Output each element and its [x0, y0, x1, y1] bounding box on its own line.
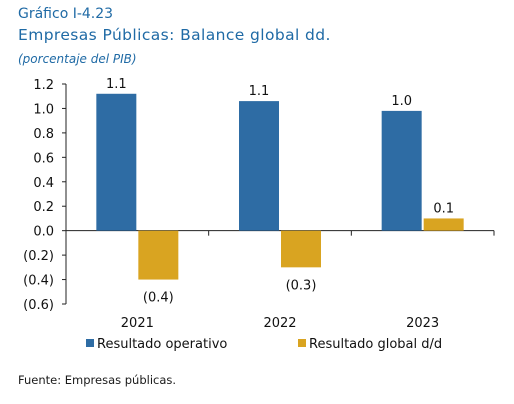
figure-label: Gráfico I-4.23	[18, 6, 114, 22]
chart-title: Empresas Públicas: Balance global dd.	[18, 26, 331, 44]
data-label: 0.1	[433, 201, 454, 216]
bar	[239, 101, 279, 231]
data-label: 1.1	[106, 77, 127, 92]
x-tick-label: 2022	[263, 316, 296, 331]
legend-label: Resultado global d/d	[309, 337, 442, 352]
bar	[281, 230, 321, 268]
y-tick-label: 0.4	[33, 176, 54, 191]
y-tick-label: (0.2)	[23, 249, 54, 264]
legend-swatch	[298, 339, 306, 347]
y-tick-label: 0.8	[33, 127, 54, 142]
y-tick-label: (0.4)	[23, 274, 54, 289]
y-tick-label: 1.0	[33, 102, 54, 117]
bar	[96, 93, 137, 231]
y-tick-label: 1.2	[33, 78, 54, 93]
legend-label: Resultado operativo	[97, 337, 227, 352]
data-label: (0.3)	[286, 278, 317, 293]
data-label: 1.1	[249, 84, 270, 99]
x-tick-label: 2023	[406, 316, 439, 331]
bar	[381, 110, 422, 231]
bar	[138, 230, 179, 280]
data-label: (0.4)	[143, 291, 174, 306]
data-label: 1.0	[391, 94, 412, 109]
y-tick-label: 0.2	[33, 200, 54, 215]
y-tick-label: (0.6)	[23, 298, 54, 313]
chart-subtitle: (porcentaje del PIB)	[18, 52, 137, 66]
y-tick-label: 0.6	[33, 151, 54, 166]
legend-swatch	[86, 339, 94, 347]
source-note: Fuente: Empresas públicas.	[18, 373, 177, 387]
x-tick-label: 2021	[121, 316, 154, 331]
bar	[423, 218, 464, 231]
y-tick-label: 0.0	[33, 225, 54, 240]
